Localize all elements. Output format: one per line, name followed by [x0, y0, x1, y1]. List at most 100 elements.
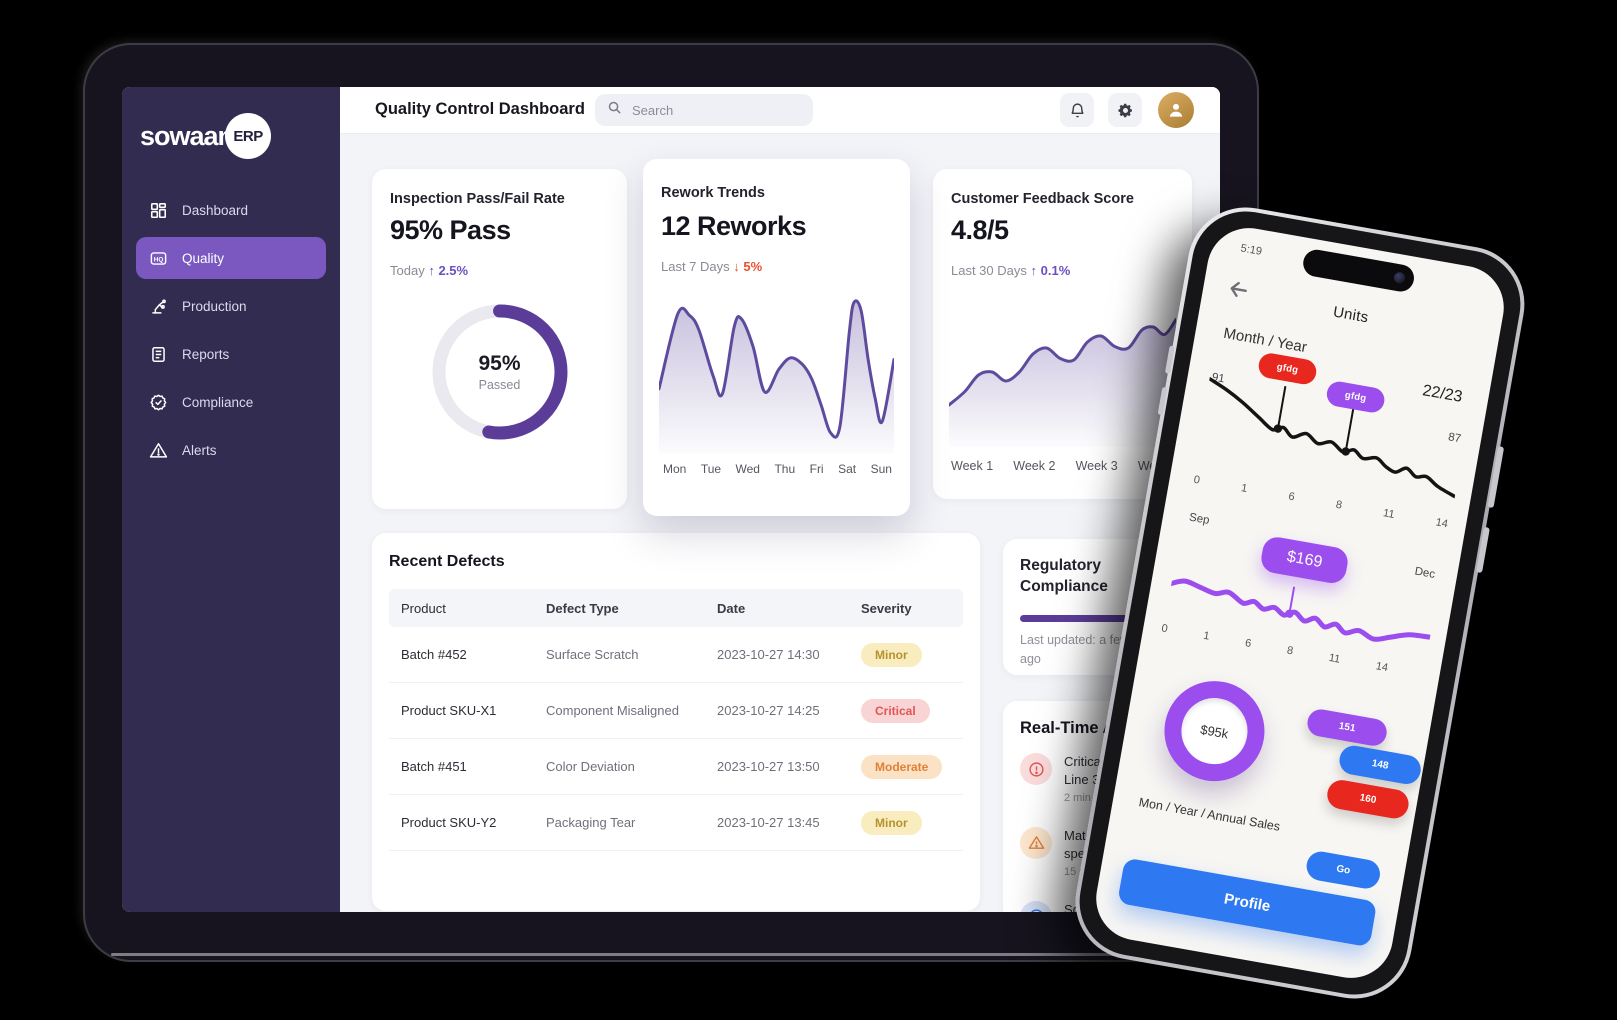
annual-sales-donut: $95k: [1156, 673, 1273, 790]
table-row[interactable]: Batch #452 Surface Scratch 2023-10-27 14:3…: [389, 627, 963, 683]
cell-product: Batch #452: [401, 647, 467, 662]
table-row[interactable]: Batch #451 Color Deviation 2023-10-27 13:5…: [389, 739, 963, 795]
dashboard-content: Inspection Pass/Fail Rate 95% Pass Today…: [340, 134, 1220, 912]
search-icon: [607, 100, 622, 120]
sidebar-item-label: Reports: [182, 346, 230, 362]
cell-severity: Critical: [861, 698, 963, 723]
card-period: Last 30 Days ↑ 0.1%: [951, 263, 1071, 278]
price-tag: $169: [1259, 534, 1350, 586]
grid-icon: [148, 200, 168, 220]
sidebar-item-label: Alerts: [182, 442, 217, 458]
defects-table: Product Defect Type Date Severity Batch #45…: [389, 589, 963, 851]
sidebar-item-compliance[interactable]: Compliance: [136, 381, 326, 423]
day-tick-label: Sat: [838, 462, 857, 476]
stat-pill-151[interactable]: 151: [1305, 707, 1389, 748]
search-input[interactable]: [630, 101, 784, 119]
units-line-chart: [1207, 376, 1457, 499]
cell-product: Batch #451: [401, 759, 467, 774]
x-tick-label: 6: [1287, 490, 1296, 504]
day-tick-label: Wed: [735, 462, 760, 476]
cell-product: Product SKU-Y2: [401, 815, 497, 830]
page-title: Quality Control Dashboard: [375, 100, 585, 118]
day-tick-label: Mon: [663, 462, 687, 476]
sidebar-nav: Dashboard HQ Quality Production Reports Compl…: [122, 177, 340, 489]
sidebar-item-dashboard[interactable]: Dashboard: [136, 189, 326, 231]
gear-icon: [1117, 103, 1132, 117]
tablet-device: sowaan ERP Dashboard HQ Quality Production R…: [85, 45, 1257, 960]
sidebar-item-production[interactable]: Production: [136, 285, 326, 327]
severity-badge: Critical: [861, 698, 930, 723]
x-tick-label: 14: [1374, 660, 1390, 675]
cell-date: 2023-10-27 13:45: [717, 815, 820, 830]
alert-critical-icon: [1020, 753, 1052, 785]
card-value: 4.8/5: [951, 215, 1009, 245]
sales-line-chart: [1168, 578, 1433, 642]
x-tick-label: 0: [1192, 473, 1201, 487]
logo-text: sowaan: [140, 120, 234, 151]
donut-value: $95k: [1199, 721, 1230, 741]
logo-erp-badge: ERP: [225, 113, 272, 159]
cell-defect-type: Packaging Tear: [546, 815, 636, 830]
column-header: Defect Type: [546, 600, 619, 616]
weekday-labels: Mon Tue Wed Thu Fri Sat Sun: [663, 462, 892, 476]
cell-defect-type: Component Misaligned: [546, 703, 679, 718]
search-box[interactable]: [595, 94, 813, 126]
up-arrow-icon: ↑: [428, 263, 435, 278]
card-period: Today ↑ 2.5%: [390, 263, 469, 278]
cell-date: 2023-10-27 13:50: [717, 759, 820, 774]
dynamic-island: [1301, 247, 1417, 294]
back-arrow-icon[interactable]: [1225, 277, 1253, 305]
week-tick-label: Week 2: [1013, 459, 1056, 473]
sidebar-item-label: Dashboard: [182, 202, 249, 218]
top-bar: Quality Control Dashboard: [340, 87, 1220, 134]
day-tick-label: Fri: [809, 462, 824, 476]
pass-rate-donut: 95% Passed: [425, 297, 575, 447]
cell-severity: Minor: [861, 810, 963, 835]
cell-date: 2023-10-27 14:30: [717, 647, 820, 662]
stat-pill-160[interactable]: 160: [1325, 777, 1411, 821]
x-tick-label: 0: [1160, 622, 1169, 636]
x-tick-label: 11: [1382, 507, 1396, 521]
stat-pill-148[interactable]: 148: [1337, 743, 1424, 787]
document-icon: [148, 344, 168, 364]
card-title: Inspection Pass/Fail Rate: [390, 191, 565, 207]
user-avatar[interactable]: [1158, 92, 1194, 128]
notifications-button[interactable]: [1060, 93, 1094, 127]
alert-time: 2 min: [1064, 792, 1091, 805]
sidebar: sowaan ERP Dashboard HQ Quality Production R…: [122, 87, 340, 912]
settings-button[interactable]: [1108, 93, 1142, 127]
sidebar-item-quality[interactable]: HQ Quality: [136, 237, 326, 279]
sidebar-item-reports[interactable]: Reports: [136, 333, 326, 375]
phone-bezel: 5:19 Units Month / Year 22/23 91 87 gfdg…: [1071, 202, 1529, 1004]
card-period: Last 7 Days ↓ 5%: [661, 259, 763, 274]
month-year-label: Month / Year: [1222, 324, 1309, 357]
severity-badge: Moderate: [861, 754, 943, 779]
bell-icon: [1070, 102, 1084, 117]
table-row[interactable]: Product SKU-Y2 Packaging Tear 2023-10-27 1…: [389, 795, 963, 851]
warning-triangle-icon: [148, 440, 168, 460]
month-year-value: 22/23: [1421, 382, 1464, 406]
phone-device: 5:19 Units Month / Year 22/23 91 87 gfdg…: [1066, 198, 1534, 1008]
phone-screen: 5:19 Units Month / Year 22/23 91 87 gfdg…: [1089, 221, 1511, 985]
severity-badge: Minor: [861, 642, 922, 667]
sidebar-item-label: Quality: [182, 250, 225, 266]
main-area: Quality Control Dashboard: [340, 87, 1220, 912]
x-tick-label: 14: [1434, 516, 1449, 531]
x-tick-label: 6: [1244, 637, 1253, 651]
person-icon: [1169, 103, 1183, 117]
table-row[interactable]: Product SKU-X1 Component Misaligned 2023-1…: [389, 683, 963, 739]
donut-percentage: 95%: [478, 352, 521, 375]
x-tick-label: 8: [1285, 644, 1295, 658]
up-arrow-icon: ↑: [1030, 263, 1038, 278]
day-tick-label: Thu: [774, 462, 796, 476]
sidebar-item-alerts[interactable]: Alerts: [136, 429, 326, 471]
go-button[interactable]: Go: [1304, 849, 1383, 891]
week-tick-label: Week 3: [1075, 459, 1118, 473]
sidebar-item-label: Production: [182, 298, 247, 314]
table-header-row: Product Defect Type Date Severity: [389, 589, 963, 627]
front-camera: [1393, 271, 1406, 285]
x-tick-label: 1: [1202, 629, 1211, 643]
